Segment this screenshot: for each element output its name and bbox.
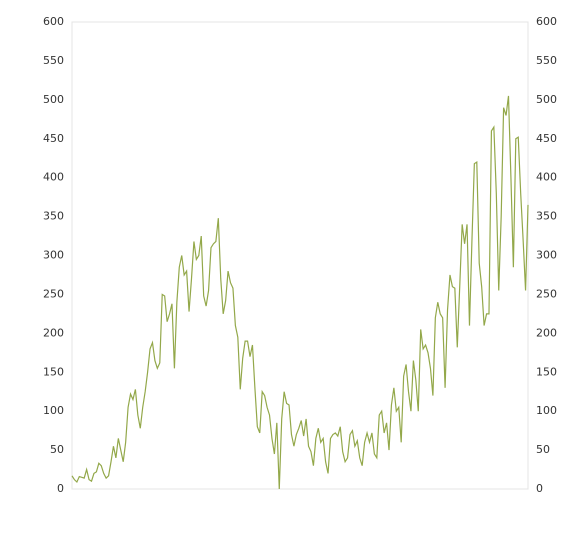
y2-tick-label: 150 xyxy=(536,365,557,378)
y-tick-label: 550 xyxy=(43,54,64,67)
y2-tick-label: 0 xyxy=(536,482,543,495)
y-tick-label: 200 xyxy=(43,326,64,339)
y-tick-label: 150 xyxy=(43,365,64,378)
y2-tick-label: 250 xyxy=(536,287,557,300)
y2-tick-label: 350 xyxy=(536,210,557,223)
series-line xyxy=(71,95,529,490)
y-tick-label: 350 xyxy=(43,210,64,223)
y2-tick-label: 200 xyxy=(536,326,557,339)
y-tick-label: 500 xyxy=(43,93,64,106)
y-tick-label: 450 xyxy=(43,132,64,145)
y-tick-label: 400 xyxy=(43,171,64,184)
y2-tick-label: 300 xyxy=(536,249,557,262)
y2-tick-label: 50 xyxy=(536,443,550,456)
y2-tick-label: 400 xyxy=(536,171,557,184)
y-tick-label: 100 xyxy=(43,404,64,417)
y2-tick-label: 600 xyxy=(536,15,557,28)
y-tick-label: 0 xyxy=(57,482,64,495)
y2-tick-label: 100 xyxy=(536,404,557,417)
plot-frame xyxy=(71,21,529,490)
y-tick-label: 50 xyxy=(50,443,64,456)
y-tick-label: 250 xyxy=(43,287,64,300)
y-tick-label: 300 xyxy=(43,249,64,262)
y-tick-label: 600 xyxy=(43,15,64,28)
y2-tick-label: 450 xyxy=(536,132,557,145)
y2-tick-label: 500 xyxy=(536,93,557,106)
y2-tick-label: 550 xyxy=(536,54,557,67)
